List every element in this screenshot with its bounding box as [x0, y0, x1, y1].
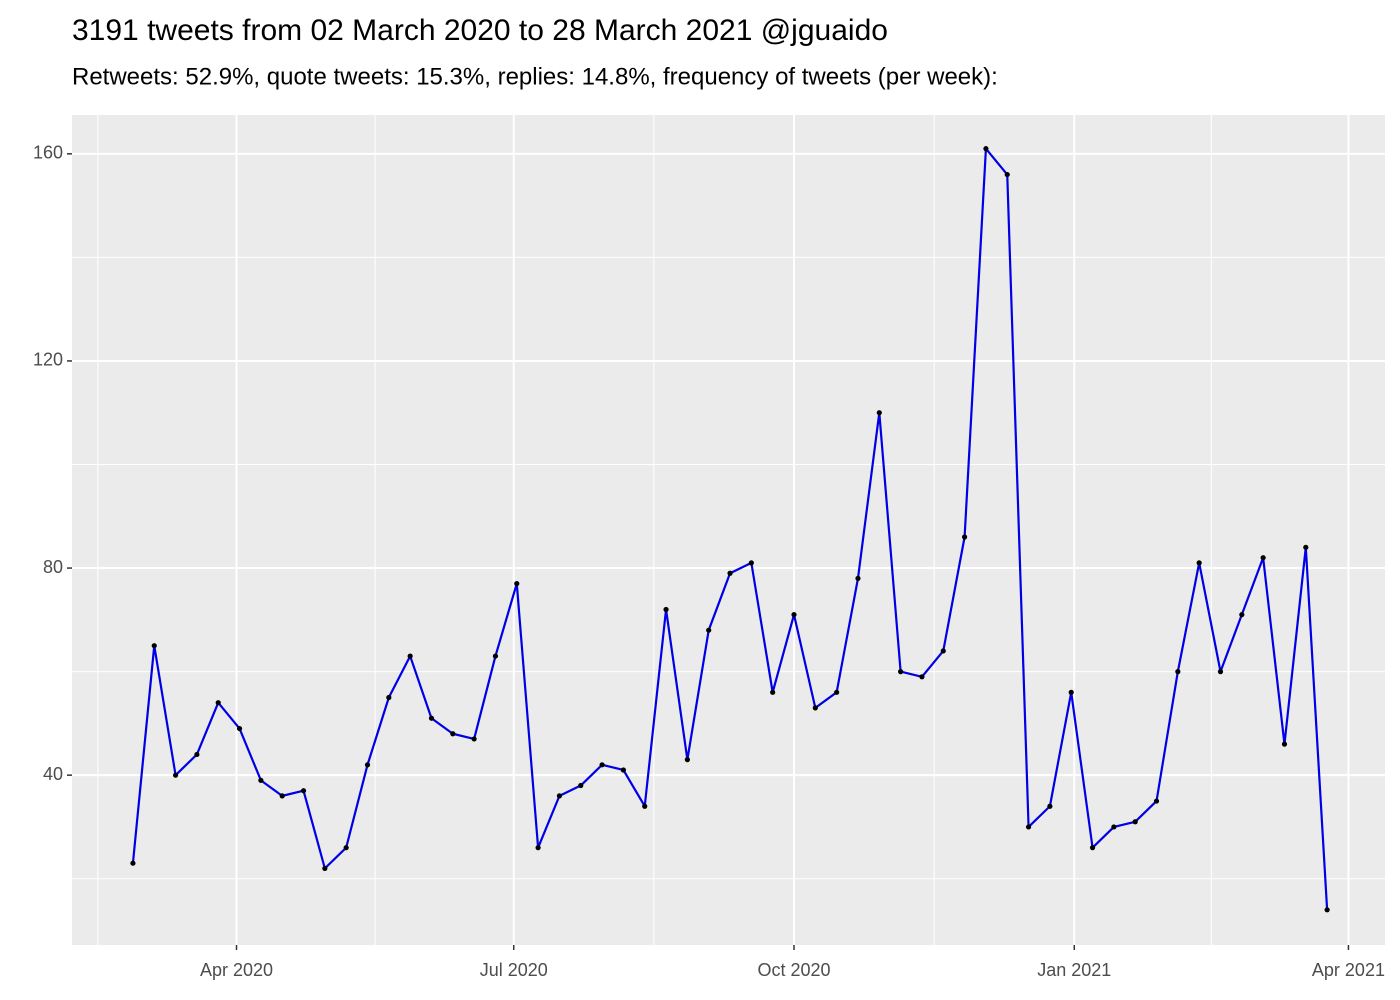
data-point	[684, 757, 690, 763]
x-tick-label: Apr 2021	[1312, 960, 1385, 980]
data-point	[1217, 669, 1224, 675]
data-point	[940, 648, 946, 654]
x-tick-label: Apr 2020	[200, 960, 273, 980]
data-point	[727, 570, 733, 576]
data-point	[919, 674, 925, 680]
data-point	[1196, 560, 1202, 566]
data-point	[1025, 824, 1032, 830]
data-point	[492, 653, 499, 659]
data-point	[1089, 845, 1096, 851]
data-point	[1324, 907, 1330, 913]
data-point	[151, 643, 157, 649]
data-point	[1303, 544, 1309, 550]
data-point	[791, 612, 797, 618]
y-tick-label: 80	[43, 557, 63, 577]
chart-title: 3191 tweets from 02 March 2020 to 28 Mar…	[72, 14, 888, 47]
data-point	[1175, 669, 1181, 675]
data-point	[1068, 689, 1074, 695]
data-point	[855, 575, 861, 582]
data-point	[834, 689, 840, 695]
data-point	[663, 606, 669, 613]
data-point	[1004, 171, 1010, 178]
data-point	[322, 865, 328, 871]
data-point	[748, 560, 754, 566]
data-point	[130, 860, 136, 866]
y-tick-label: 120	[33, 350, 63, 370]
data-point	[450, 731, 456, 737]
data-point	[300, 788, 307, 794]
data-point	[620, 767, 626, 773]
data-point	[1260, 555, 1266, 561]
data-point	[556, 793, 563, 799]
data-point	[386, 694, 392, 701]
x-tick-label: Oct 2020	[757, 960, 830, 980]
data-point	[898, 669, 904, 675]
y-tick-label: 40	[43, 764, 63, 784]
data-point	[642, 803, 648, 809]
data-point	[428, 715, 435, 721]
data-point	[706, 627, 712, 633]
data-point	[215, 700, 221, 706]
x-tick-label: Jan 2021	[1037, 960, 1111, 980]
data-point	[812, 705, 818, 711]
data-point	[876, 410, 882, 416]
data-point	[514, 580, 520, 587]
data-point	[599, 762, 605, 768]
data-point	[258, 777, 264, 783]
data-point	[194, 751, 200, 758]
y-tick-label: 160	[33, 143, 63, 163]
data-point	[578, 782, 584, 789]
x-tick-label: Jul 2020	[480, 960, 548, 980]
data-point	[770, 689, 776, 695]
data-point	[535, 845, 541, 851]
data-point	[1239, 612, 1245, 618]
plot-panel	[72, 115, 1385, 945]
data-point	[961, 534, 968, 540]
data-point	[172, 772, 179, 778]
data-point	[279, 793, 285, 799]
chart-subtitle: Retweets: 52.9%, quote tweets: 15.3%, re…	[72, 63, 998, 90]
data-point	[1132, 819, 1138, 825]
data-point	[1153, 798, 1160, 804]
data-point	[236, 725, 243, 732]
data-point	[1047, 803, 1053, 809]
data-point	[1111, 824, 1117, 830]
data-point	[407, 653, 413, 659]
data-point	[364, 762, 371, 768]
data-point	[983, 146, 989, 152]
data-point	[471, 736, 477, 742]
data-point	[343, 845, 349, 851]
data-point	[1281, 741, 1288, 747]
